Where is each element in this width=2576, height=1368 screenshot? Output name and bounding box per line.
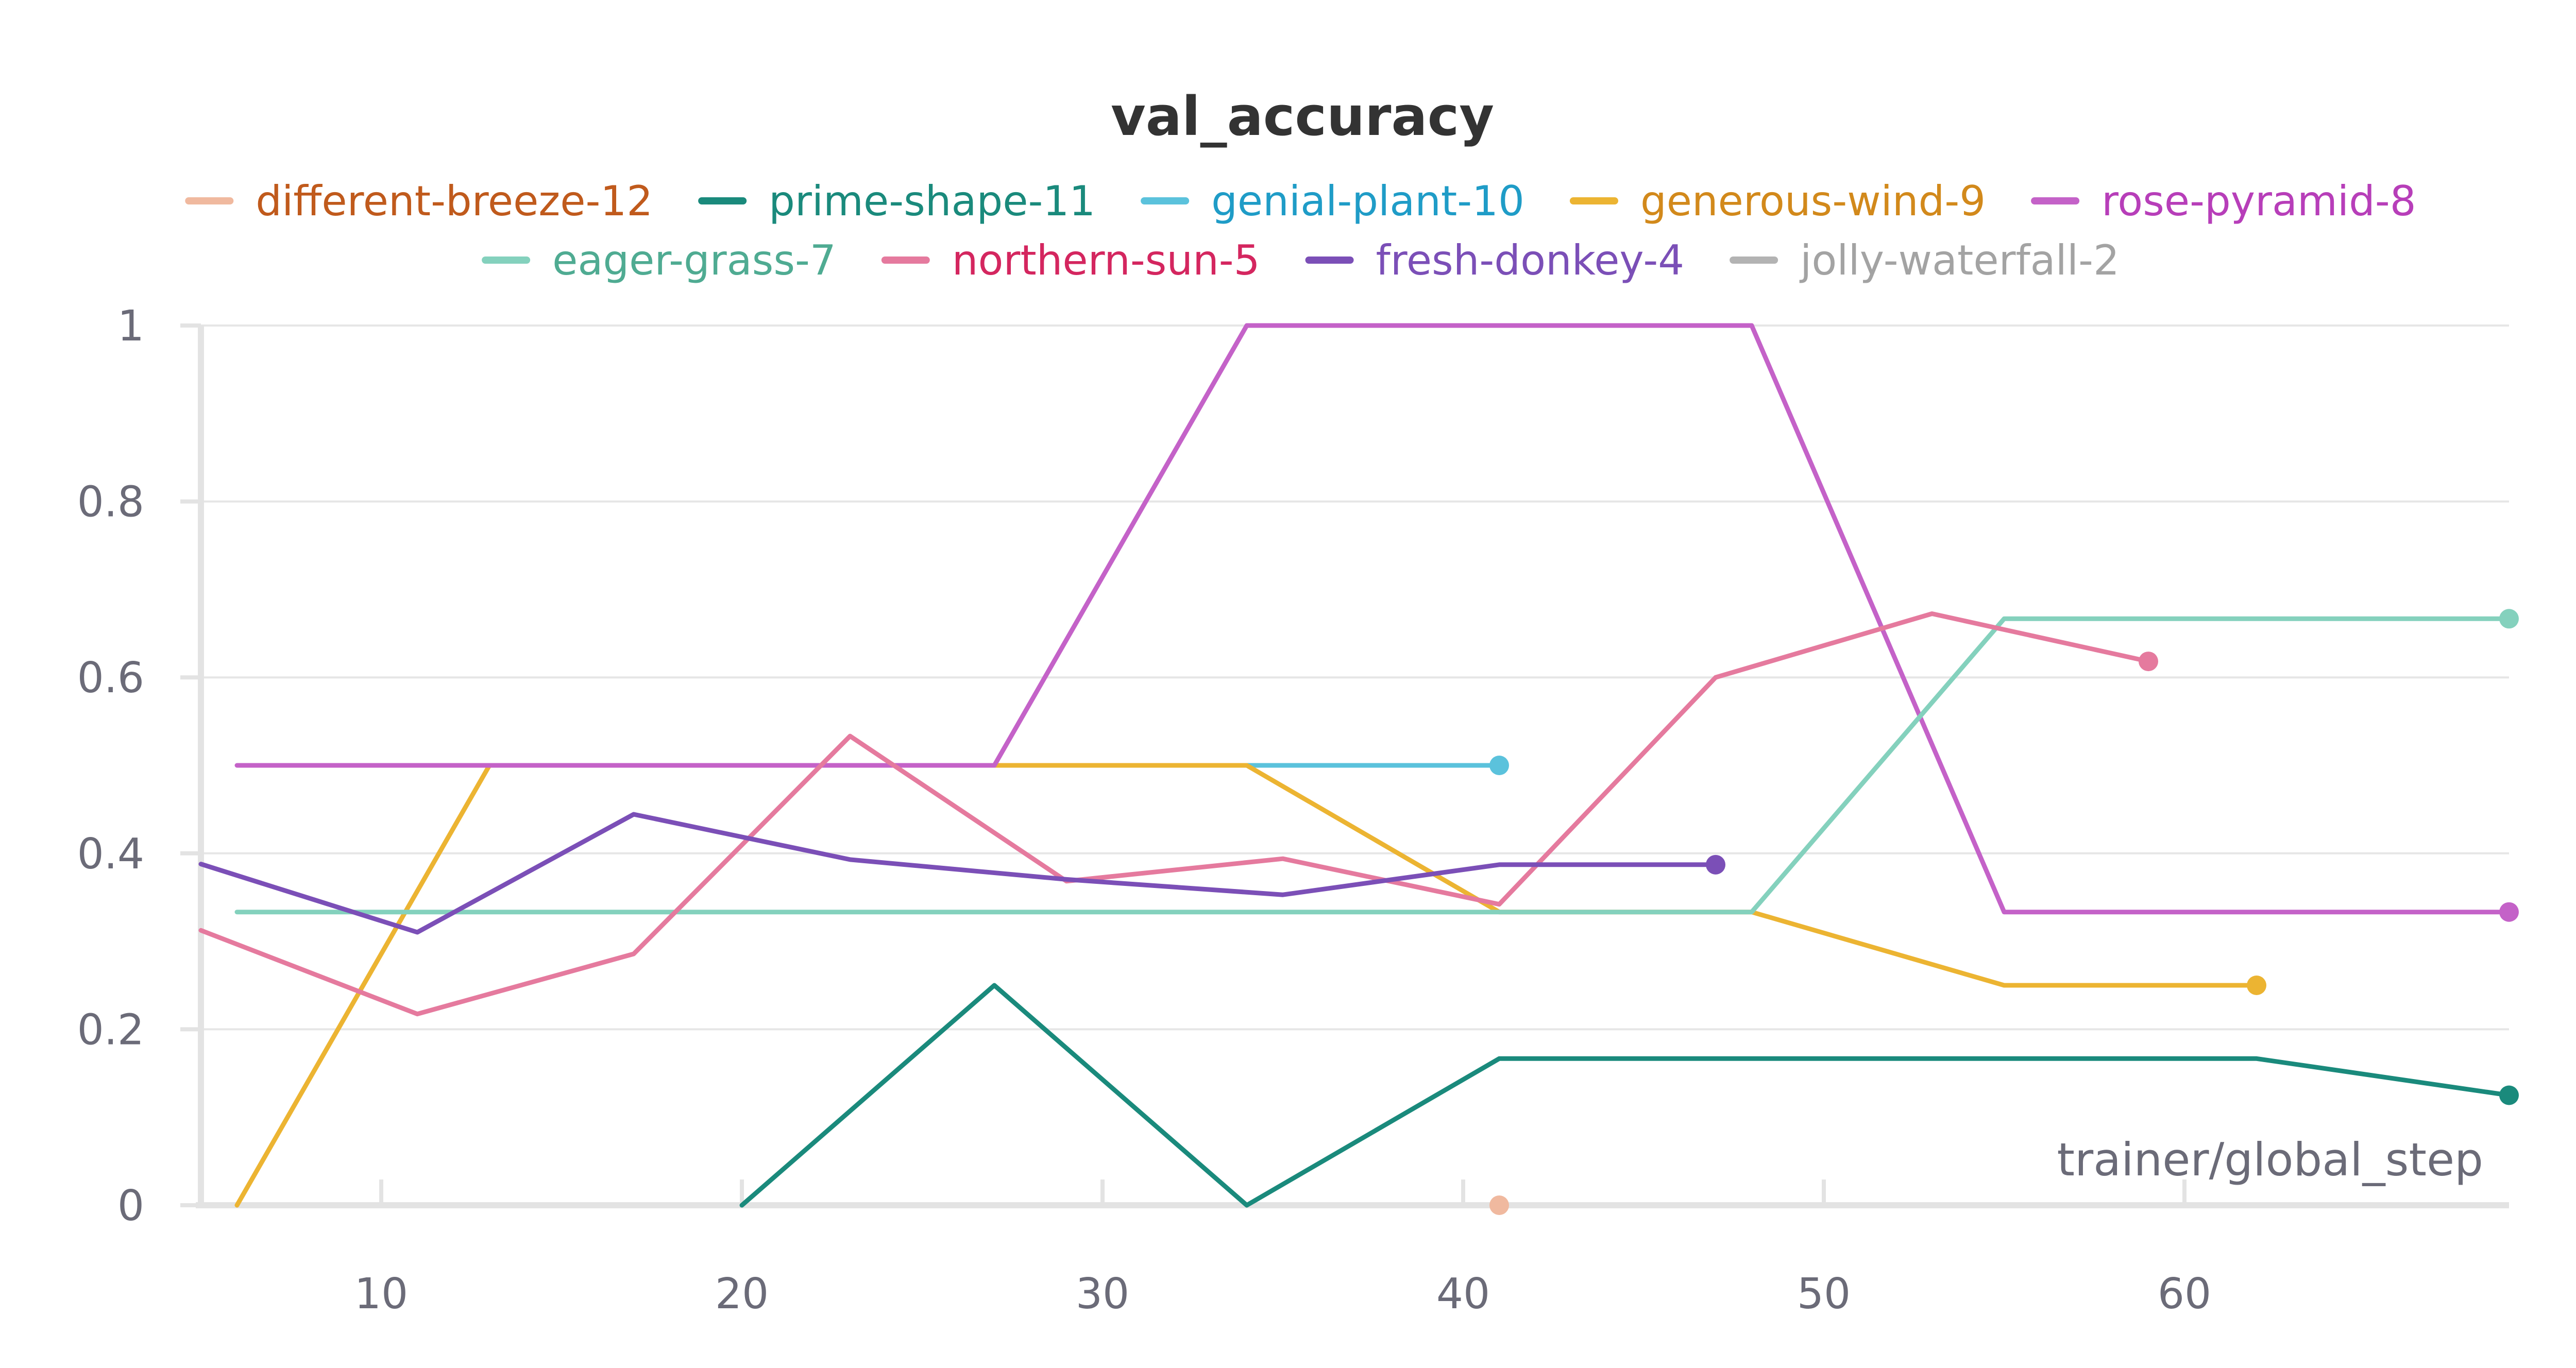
x-tick-label: 10 [354, 1270, 408, 1319]
series-end-point-eager-grass-7 [2499, 609, 2519, 629]
series-end-point-generous-wind-9 [2247, 976, 2266, 995]
legend: different-breeze-12 prime-shape-11 genial-… [185, 177, 2416, 284]
series-end-point-fresh-donkey-4 [1706, 854, 1725, 875]
legend-label-eager-grass-7: eager-grass-7 [552, 236, 836, 284]
series-line-rose-pyramid-8 [234, 323, 2512, 915]
x-tick-label: 20 [715, 1270, 769, 1319]
x-tick-label: 30 [1076, 1270, 1129, 1319]
series-line-prime-shape-11 [739, 983, 2512, 1208]
legend-label-rose-pyramid-8: rose-pyramid-8 [2102, 177, 2416, 225]
y-tick-label: 0.6 [77, 654, 144, 703]
series-end-point-prime-shape-11 [2499, 1085, 2519, 1105]
series-end-point-genial-plant-10 [1489, 756, 1509, 775]
legend-label-fresh-donkey-4: fresh-donkey-4 [1376, 236, 1685, 284]
series-line-fresh-donkey-4 [198, 812, 1718, 935]
series-line-generous-wind-9 [234, 763, 2259, 1208]
grid [201, 324, 2509, 1031]
chart-title: val_accuracy [1111, 85, 1494, 148]
series-group [198, 323, 2519, 1215]
series-end-point-rose-pyramid-8 [2499, 902, 2519, 922]
y-tick-label: 1 [117, 302, 144, 351]
legend-label-different-breeze-12: different-breeze-12 [256, 177, 653, 225]
series-end-point-northern-sun-5 [2139, 652, 2158, 672]
legend-label-generous-wind-9: generous-wind-9 [1640, 177, 1986, 225]
x-tick-label: 60 [2158, 1270, 2211, 1319]
series-line-northern-sun-5 [198, 611, 2151, 1017]
series-line-eager-grass-7 [234, 616, 2512, 915]
legend-label-northern-sun-5: northern-sun-5 [952, 236, 1260, 284]
legend-label-jolly-waterfall-2: jolly-waterfall-2 [1799, 236, 2120, 284]
axes: 0 0.2 0.4 0.6 0.8 1 10 20 30 40 50 60 [77, 302, 2509, 1319]
y-tick-label: 0 [117, 1182, 144, 1230]
legend-label-genial-plant-10: genial-plant-10 [1211, 177, 1524, 225]
y-tick-label: 0.2 [77, 1005, 144, 1054]
y-tick-label: 0.8 [77, 478, 144, 527]
x-tick-label: 50 [1797, 1270, 1851, 1319]
x-axis-label: trainer/global_step [2057, 1133, 2483, 1186]
x-tick-label: 40 [1436, 1270, 1490, 1319]
series-end-point-different-breeze-12 [1489, 1195, 1509, 1215]
legend-label-prime-shape-11: prime-shape-11 [769, 177, 1095, 225]
y-tick-label: 0.4 [77, 830, 144, 879]
